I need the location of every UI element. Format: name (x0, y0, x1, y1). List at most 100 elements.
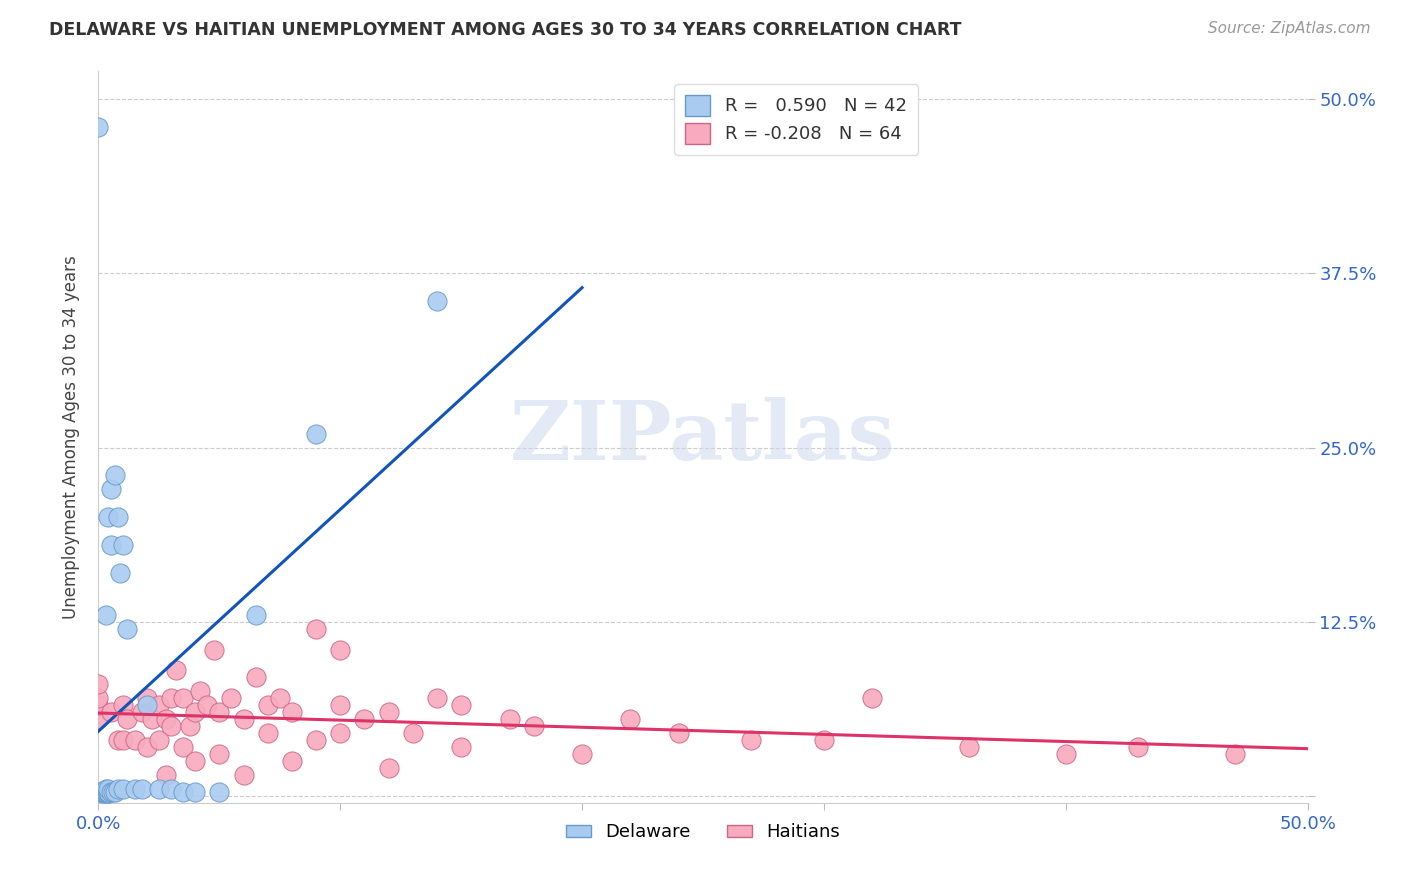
Point (208, 705, 231, 719)
Point (107, 733, 129, 747)
Point (172, 740, 194, 755)
Point (860, 691, 883, 706)
Point (160, 781, 183, 796)
Point (91, 789, 114, 803)
Point (87, 789, 110, 803)
Point (94, 781, 117, 796)
Point (94, 607, 117, 622)
Point (1054, 747, 1077, 761)
Point (245, 670, 267, 684)
Point (377, 761, 399, 775)
Point (232, 712, 254, 726)
Point (668, 726, 690, 740)
Point (87, 712, 110, 726)
Text: DELAWARE VS HAITIAN UNEMPLOYMENT AMONG AGES 30 TO 34 YEARS CORRELATION CHART: DELAWARE VS HAITIAN UNEMPLOYMENT AMONG A… (49, 21, 962, 38)
Point (97, 785, 120, 799)
Point (426, 294, 449, 309)
Point (111, 781, 134, 796)
Point (100, 538, 122, 552)
Point (281, 754, 304, 768)
Point (245, 607, 267, 622)
Point (155, 712, 177, 726)
Point (131, 781, 153, 796)
Point (195, 698, 218, 713)
Point (87, 786, 110, 800)
Point (94, 785, 117, 799)
Point (329, 698, 352, 713)
Point (329, 726, 352, 740)
Point (124, 781, 146, 796)
Point (450, 740, 472, 755)
Text: ZIPatlas: ZIPatlas (510, 397, 896, 477)
Point (117, 712, 139, 726)
Point (450, 698, 472, 713)
Point (281, 705, 304, 719)
Point (619, 712, 641, 726)
Point (141, 712, 163, 726)
Point (124, 733, 146, 747)
Point (305, 733, 328, 747)
Point (184, 785, 207, 799)
Point (402, 726, 425, 740)
Point (269, 691, 291, 706)
Point (91, 785, 114, 799)
Point (155, 768, 177, 782)
Point (184, 705, 207, 719)
Point (329, 642, 352, 657)
Point (87, 789, 110, 803)
Point (87, 677, 110, 691)
Point (135, 740, 157, 755)
Point (87, 698, 110, 713)
Point (571, 747, 593, 761)
Point (107, 781, 129, 796)
Point (91, 786, 114, 800)
Point (87, 789, 110, 803)
Point (813, 733, 835, 747)
Point (101, 785, 124, 799)
Point (148, 698, 170, 713)
Point (87, 120, 110, 134)
Point (160, 719, 183, 733)
Point (353, 712, 375, 726)
Point (100, 785, 122, 799)
Point (111, 698, 134, 713)
Point (87, 691, 110, 706)
Point (100, 705, 122, 719)
Text: Source: ZipAtlas.com: Source: ZipAtlas.com (1208, 21, 1371, 36)
Point (184, 754, 207, 768)
Point (740, 733, 762, 747)
Y-axis label: Unemployment Among Ages 30 to 34 years: Unemployment Among Ages 30 to 34 years (62, 255, 80, 619)
Point (188, 684, 211, 698)
Point (97, 786, 120, 800)
Point (104, 468, 127, 483)
Point (97, 510, 120, 524)
Point (179, 719, 201, 733)
Point (221, 691, 243, 706)
Point (117, 622, 139, 636)
Point (208, 785, 231, 799)
Legend: Delaware, Haitians: Delaware, Haitians (558, 816, 848, 848)
Point (172, 691, 194, 706)
Point (232, 768, 254, 782)
Point (1223, 747, 1246, 761)
Point (498, 712, 520, 726)
Point (305, 622, 328, 636)
Point (256, 698, 278, 713)
Point (377, 705, 399, 719)
Point (148, 733, 170, 747)
Point (97, 781, 120, 796)
Point (426, 691, 449, 706)
Point (87, 789, 110, 803)
Point (104, 785, 127, 799)
Point (94, 786, 117, 800)
Point (1128, 740, 1150, 755)
Point (111, 538, 134, 552)
Point (160, 691, 183, 706)
Point (87, 785, 110, 799)
Point (107, 510, 129, 524)
Point (172, 785, 194, 799)
Point (305, 426, 328, 441)
Point (204, 642, 226, 657)
Point (208, 747, 231, 761)
Point (111, 733, 134, 747)
